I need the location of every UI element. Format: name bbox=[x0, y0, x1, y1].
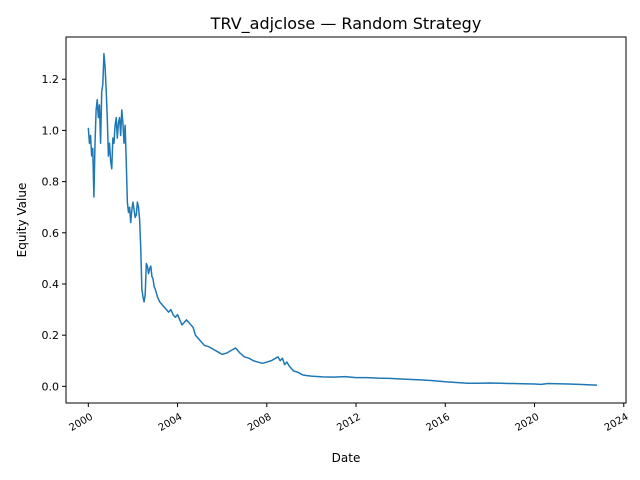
y-tick-label: 0.4 bbox=[42, 278, 60, 291]
y-tick-label: 1.0 bbox=[42, 124, 60, 137]
y-tick-label: 1.2 bbox=[42, 73, 60, 86]
y-tick-label: 0.8 bbox=[42, 176, 60, 189]
series-line-0 bbox=[87, 52, 598, 386]
y-tick-label: 0.2 bbox=[42, 329, 60, 342]
x-tick-label: 2012 bbox=[335, 412, 363, 434]
y-axis-label: Equity Value bbox=[15, 183, 29, 258]
x-tick-label: 2020 bbox=[514, 412, 542, 434]
chart-title: TRV_adjclose — Random Strategy bbox=[210, 14, 482, 34]
y-axis: 0.0 0.2 0.4 0.6 0.8 1.0 1.2 bbox=[42, 73, 66, 393]
y-tick-label: 0.6 bbox=[42, 227, 60, 240]
x-tick-label: 2004 bbox=[157, 412, 185, 434]
y-tick-label: 0.0 bbox=[42, 380, 60, 393]
x-tick-label: 2024 bbox=[603, 412, 631, 434]
x-axis-label: Date bbox=[332, 451, 361, 465]
plot-frame bbox=[65, 36, 627, 404]
x-axis: 2000 2004 2008 2012 2016 2020 2024 bbox=[67, 403, 630, 434]
plot-area bbox=[87, 52, 598, 386]
x-tick-label: 2000 bbox=[67, 412, 95, 434]
x-tick-label: 2008 bbox=[246, 412, 274, 434]
x-tick-label: 2016 bbox=[424, 412, 452, 434]
